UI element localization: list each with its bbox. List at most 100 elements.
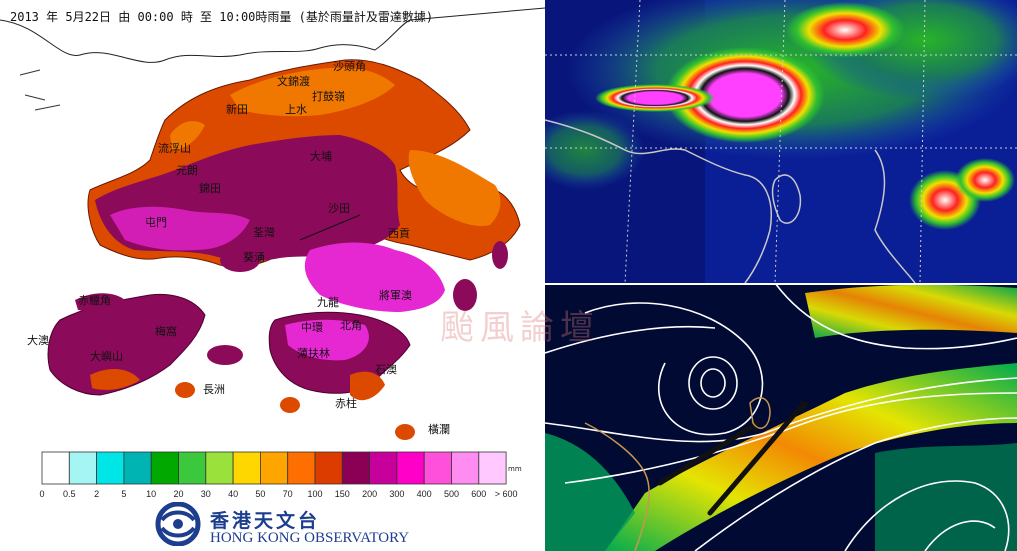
tsing-yi [220, 248, 260, 272]
place-label: 沙田 [328, 202, 350, 215]
place-label: 元朗 [176, 164, 198, 177]
upper-jet-band [805, 284, 1017, 338]
place-label: 流浮山 [158, 142, 191, 155]
philippines-outline [874, 149, 916, 283]
place-label: 橫瀾 [428, 423, 450, 436]
lau-fau-shan-orange [170, 121, 205, 150]
lantau-island [47, 293, 206, 396]
legend-label: 300 [389, 489, 405, 499]
legend-swatch [478, 451, 507, 485]
clear-water-bay [453, 279, 477, 311]
tolo-channel-line [299, 214, 361, 241]
legend-swatch [451, 451, 480, 485]
place-label: 打鼓嶺 [312, 90, 345, 103]
place-label: 新田 [226, 103, 248, 116]
legend-label: 150 [334, 489, 350, 499]
legend-swatch [150, 451, 179, 485]
streamline-wind-chart [545, 283, 1017, 551]
legend-label: > 600 [494, 489, 518, 499]
rainfall-legend [41, 451, 507, 485]
place-label: 長洲 [203, 383, 225, 396]
legend-swatch [396, 451, 425, 485]
place-label: 沙頭角 [333, 60, 366, 73]
legend-label: 70 [282, 489, 293, 499]
place-label: 大嶼山 [90, 350, 123, 363]
legend-swatch [287, 451, 316, 485]
legend-label: 2 [94, 489, 100, 499]
satellite-image-panel [545, 0, 1017, 283]
jet-band [605, 363, 1017, 551]
place-label: 葵涌 [243, 251, 265, 264]
legend-label: 40 [228, 489, 239, 499]
map-title: 2013 年 5月22日 由 00:00 時 至 10:00時雨量 (基於雨量計… [10, 10, 434, 24]
place-label: 文錦渡 [277, 75, 310, 88]
legend-label: 50 [255, 489, 266, 499]
place-label: 中環 [301, 321, 323, 334]
forum-watermark: 颱風論壇 [440, 308, 600, 348]
legend-swatch [369, 451, 398, 485]
tuenmun-magenta [110, 206, 250, 251]
logo-english-name: HONG KONG OBSERVATORY [210, 530, 410, 546]
place-label: 錦田 [199, 182, 221, 195]
taiwan-outline [771, 174, 802, 224]
place-label: 大埔 [310, 150, 332, 163]
legend-swatch [41, 451, 70, 485]
place-label: 屯門 [145, 216, 167, 229]
west-green-area [545, 433, 635, 551]
legend-label: 20 [173, 489, 184, 499]
kowloon-magenta [304, 242, 445, 312]
logo-chinese-name: 香港天文台 [210, 510, 321, 532]
island-magenta [285, 319, 369, 361]
coastline-china [545, 119, 772, 283]
legend-label: 0.5 [63, 489, 76, 499]
legend-unit: mm [508, 465, 522, 473]
arrowhead-icon [800, 401, 809, 414]
place-label: 將軍澳 [379, 289, 412, 302]
place-label: 大澳 [27, 334, 49, 347]
lat-lon-grid [545, 0, 1017, 283]
coast-fragments [19, 69, 61, 111]
legend-swatch [123, 451, 152, 485]
legend-label: 0 [39, 489, 45, 499]
legend-label: 600 [471, 489, 487, 499]
stanley-orange [350, 371, 385, 401]
legend-label: 10 [146, 489, 157, 499]
legend-label: 500 [443, 489, 460, 499]
place-label: 薄扶林 [297, 347, 330, 360]
place-label: 梅窩 [155, 325, 177, 338]
legend-label: 30 [200, 489, 211, 499]
arrowhead-icon [750, 421, 760, 433]
place-label: 赤柱 [335, 397, 357, 410]
place-label: 上水 [285, 103, 307, 116]
place-label: 九龍 [317, 296, 339, 309]
north-nt-orange [230, 67, 395, 117]
legend-swatch [314, 451, 343, 485]
waglan-area [395, 424, 415, 440]
place-label: 赤鱲角 [78, 294, 111, 307]
shenzhen-coastline [0, 7, 545, 63]
flow-arrows [657, 405, 803, 516]
cheung-chau [175, 382, 195, 398]
legend-label: 100 [307, 489, 323, 499]
legend-swatch [259, 451, 289, 485]
legend-swatch [423, 451, 452, 485]
legend-swatch [178, 451, 207, 485]
legend-swatch [96, 451, 125, 485]
legend-swatch [232, 451, 261, 485]
south-green-area [875, 443, 1017, 551]
hko-logo-icon [155, 502, 201, 546]
legend-swatch [205, 451, 234, 485]
place-label: 北角 [340, 319, 362, 332]
legend-label: 5 [121, 489, 127, 499]
island-small-1 [280, 397, 300, 413]
legend-swatch [341, 451, 370, 485]
taiwan-overlay [749, 397, 771, 429]
place-label: 荃灣 [253, 226, 275, 239]
lamma-island [207, 345, 243, 365]
place-label: 西貢 [388, 227, 410, 240]
legend-label: 400 [416, 489, 432, 499]
rainfall-map-panel: 2013 年 5月22日 由 00:00 時 至 10:00時雨量 (基於雨量計… [0, 7, 545, 546]
saikung-orange [408, 150, 501, 226]
place-label: 石澳 [375, 363, 397, 376]
east-islet [492, 241, 508, 269]
